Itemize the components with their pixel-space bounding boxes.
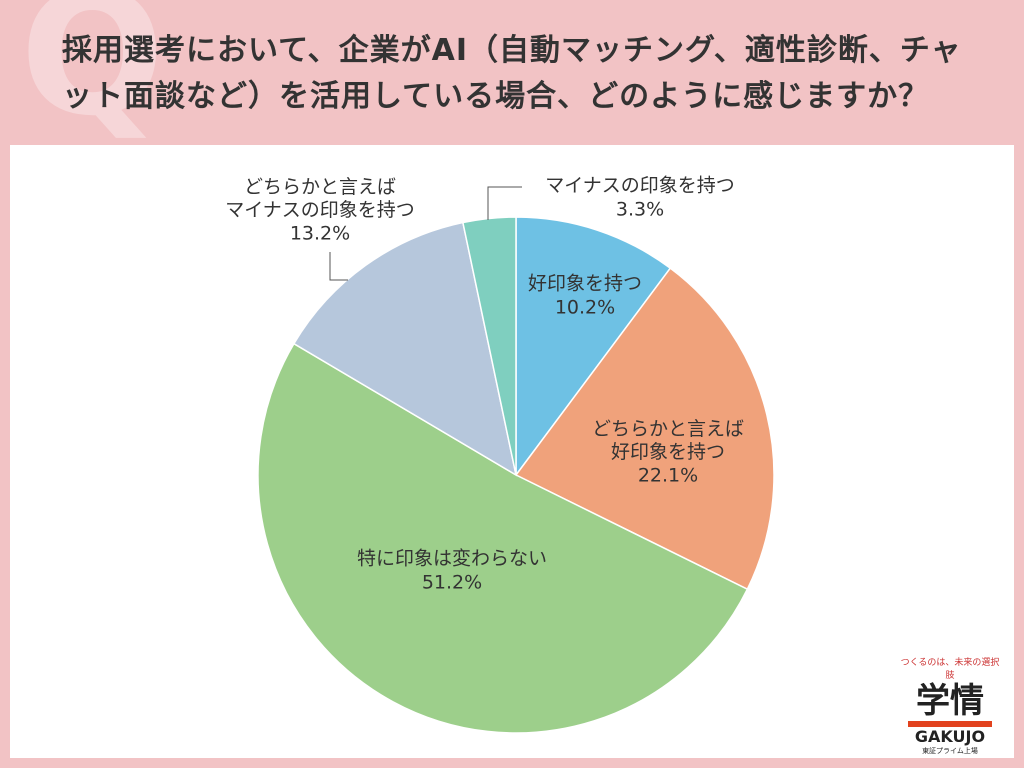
leader-line [329,252,348,281]
chart-title: 採用選考において、企業がAI（自動マッチング、適性診断、チャット面談など）を活用… [62,33,962,114]
logo: つくるのは、未来の選択肢 学情 GAKUJO 東証プライム上場 [900,655,1000,756]
slice-label: どちらかと言えば 好印象を持つ [591,418,745,463]
pie-slice [292,221,518,477]
slice-label: どちらかと言えば マイナスの印象を持つ [225,176,415,221]
watermark: Q [20,0,165,154]
pie-slice [515,216,672,478]
slice-label: 好印象を持つ [527,272,643,295]
pie-slice [461,216,517,476]
logo-mark: 学情 [908,681,992,727]
pie-slice [257,342,749,734]
pie-slice [514,267,775,591]
logo-name: GAKUJO [914,727,986,746]
slice-label: マイナスの印象を持つ [545,174,735,197]
slice-value: 13.2% [289,222,351,245]
leader-line [487,186,522,220]
slice-label: 特に印象は変わらない [356,547,548,570]
logo-note: 東証プライム上場 [922,747,978,755]
logo-tagline: つくるのは、未来の選択肢 [900,658,1000,681]
slice-value: 10.2% [554,296,616,318]
slice-value: 22.1% [637,464,699,487]
slice-value: 51.2% [421,571,483,593]
slice-value: 3.3% [615,198,665,220]
